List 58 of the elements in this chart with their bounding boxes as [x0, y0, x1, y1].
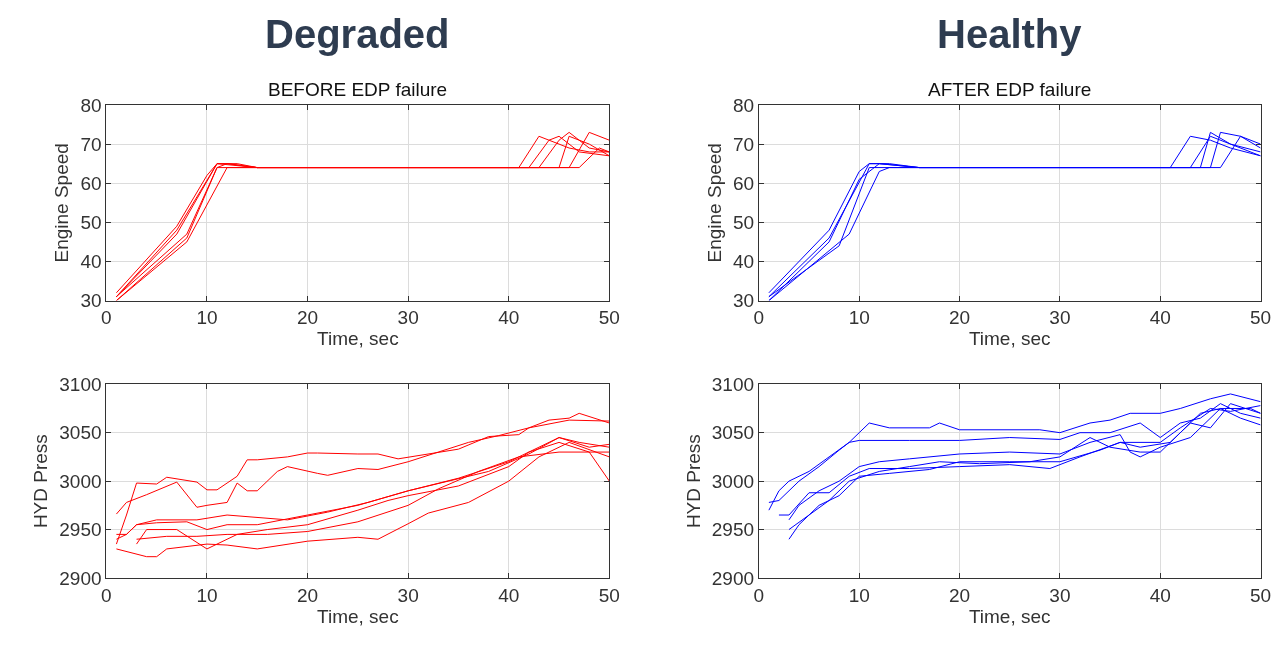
x-tick-label: 40: [498, 584, 520, 606]
y-tick-label: 70: [80, 133, 102, 155]
y-tick-label: 3000: [59, 470, 102, 492]
y-tick-label: 60: [732, 172, 755, 194]
y-axis-title: Engine Speed: [703, 143, 725, 263]
x-tick-label: 30: [397, 584, 419, 606]
x-tick-label: 30: [397, 307, 419, 329]
y-tick-label: 80: [80, 94, 102, 116]
x-tick-label: 30: [1049, 584, 1071, 606]
x-tick-label: 10: [196, 307, 218, 329]
y-tick-label: 40: [80, 251, 102, 273]
x-tick-label: 20: [948, 584, 971, 606]
x-axis-title: Time, sec: [968, 328, 1051, 350]
x-axis-title: Time, sec: [317, 328, 399, 350]
y-tick-label: 40: [732, 251, 755, 273]
x-axis-title: Time, sec: [968, 605, 1051, 627]
y-tick-label: 30: [80, 290, 102, 312]
y-tick-label: 3000: [711, 470, 755, 492]
y-tick-label: 70: [732, 133, 755, 155]
x-tick-label: 40: [1149, 584, 1171, 606]
x-tick-label: 10: [848, 584, 870, 606]
y-axis-title: Engine Speed: [51, 143, 73, 263]
x-tick-label: 20: [296, 584, 319, 606]
x-tick-label: 0: [753, 584, 765, 606]
y-tick-label: 3100: [711, 373, 755, 395]
x-tick-label: 10: [848, 307, 870, 329]
x-tick-label: 0: [101, 584, 112, 606]
x-tick-label: 20: [296, 307, 319, 329]
x-tick-label: 20: [948, 307, 971, 329]
y-tick-label: 50: [732, 212, 755, 233]
y-tick-label: 30: [732, 290, 755, 312]
y-tick-label: 80: [732, 94, 755, 116]
x-tick-label: 50: [598, 307, 620, 329]
chart-title: Degraded: [265, 12, 450, 56]
chart-title: Healthy: [937, 12, 1083, 56]
chart-subtitle: AFTER EDP failure: [928, 79, 1092, 100]
x-axis-title: Time, sec: [317, 605, 399, 627]
y-axis-title: HYD Press: [30, 434, 52, 529]
y-tick-label: 2900: [711, 567, 755, 589]
y-tick-label: 2950: [711, 519, 755, 541]
y-tick-label: 2900: [59, 567, 102, 589]
x-tick-label: 40: [498, 307, 520, 329]
x-tick-label: 50: [1250, 307, 1272, 329]
x-tick-label: 30: [1049, 307, 1071, 329]
y-tick-label: 2950: [59, 519, 102, 541]
x-tick-label: 0: [101, 307, 112, 329]
x-tick-label: 40: [1149, 307, 1171, 329]
x-tick-label: 0: [753, 307, 765, 329]
y-tick-label: 50: [80, 212, 102, 233]
x-tick-label: 50: [1250, 584, 1272, 606]
y-tick-label: 3100: [59, 373, 102, 395]
y-tick-label: 3050: [711, 422, 755, 444]
chart-subtitle: BEFORE EDP failure: [268, 79, 448, 100]
y-axis-title: HYD Press: [682, 434, 704, 529]
x-tick-label: 10: [196, 584, 218, 606]
y-tick-label: 3050: [59, 422, 102, 444]
y-tick-label: 60: [80, 172, 102, 194]
x-tick-label: 50: [598, 584, 620, 606]
